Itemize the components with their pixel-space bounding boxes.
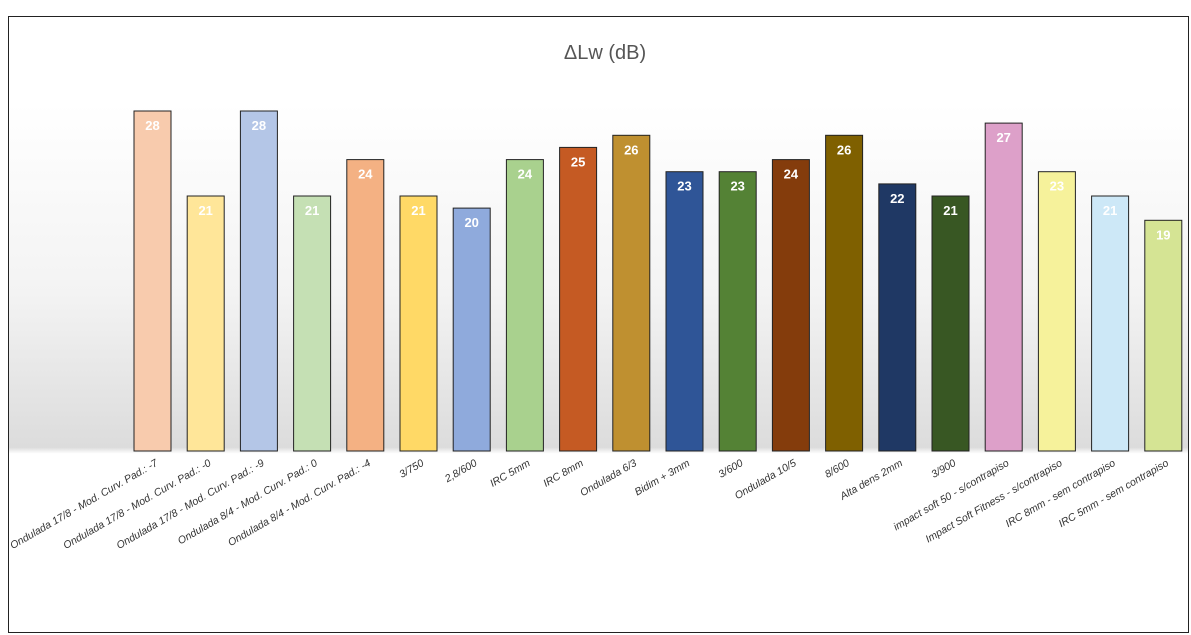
value-label-5: 24	[358, 167, 373, 182]
bar-11	[665, 171, 704, 452]
value-label-15: 22	[890, 191, 904, 206]
bar-3	[239, 110, 278, 452]
bar-17	[984, 122, 1023, 452]
bar-5	[346, 159, 385, 452]
category-label-8: IRC 5mm	[488, 457, 533, 490]
bar-6	[399, 195, 438, 452]
bars-group	[133, 110, 1183, 452]
value-label-11: 23	[677, 179, 691, 194]
bar-2	[186, 195, 225, 452]
value-label-1: 28	[145, 118, 159, 133]
value-label-6: 21	[411, 203, 425, 218]
value-label-16: 21	[943, 203, 957, 218]
category-label-11: Bidim + 3mm	[633, 457, 693, 498]
value-label-3: 28	[252, 118, 266, 133]
value-label-14: 26	[837, 142, 851, 157]
value-label-9: 25	[571, 154, 585, 169]
value-label-13: 24	[784, 167, 799, 182]
chart-title: ΔLw (dB)	[564, 42, 646, 64]
category-labels-group: Ondulada 17/8 - Mod. Curv. Pad.: -7Ondul…	[9, 457, 1171, 552]
value-label-4: 21	[305, 203, 319, 218]
value-label-2: 21	[198, 203, 212, 218]
value-label-20: 19	[1156, 227, 1170, 242]
category-label-7: 2,8/600	[442, 457, 479, 485]
value-label-17: 27	[996, 130, 1010, 145]
category-label-16: 3/900	[929, 457, 958, 481]
value-label-12: 23	[730, 179, 744, 194]
chart-frame: ΔLw (dB) 28 21 28 21 24 21 20 24 25 26 23 23 24 26 22 2…	[8, 16, 1189, 633]
category-label-10: Ondulada 6/3	[578, 457, 639, 499]
bar-13	[771, 159, 810, 452]
category-label-12: 3/600	[716, 457, 745, 481]
bar-4	[293, 195, 332, 452]
bar-20	[1144, 219, 1183, 452]
category-label-6: 3/750	[397, 457, 426, 481]
value-labels-group: 28 21 28 21 24 21 20 24 25 26 23 23 24 26 22 21 27 23 21 19	[145, 118, 1170, 242]
value-label-18: 23	[1050, 179, 1064, 194]
bar-12	[718, 171, 757, 452]
bar-16	[931, 195, 970, 452]
value-label-19: 21	[1103, 203, 1117, 218]
category-label-9: IRC 8mm	[541, 457, 586, 490]
value-label-7: 20	[464, 215, 478, 230]
value-label-8: 24	[518, 167, 533, 182]
bar-9	[559, 146, 598, 452]
bar-18	[1037, 171, 1076, 452]
bar-14	[825, 134, 864, 452]
bar-10	[612, 134, 651, 452]
category-label-14: 8/600	[823, 457, 852, 481]
value-label-10: 26	[624, 142, 638, 157]
bar-15	[878, 183, 917, 452]
bar-19	[1091, 195, 1130, 452]
bar-8	[505, 159, 544, 452]
bar-1	[133, 110, 172, 452]
bar-7	[452, 207, 491, 452]
